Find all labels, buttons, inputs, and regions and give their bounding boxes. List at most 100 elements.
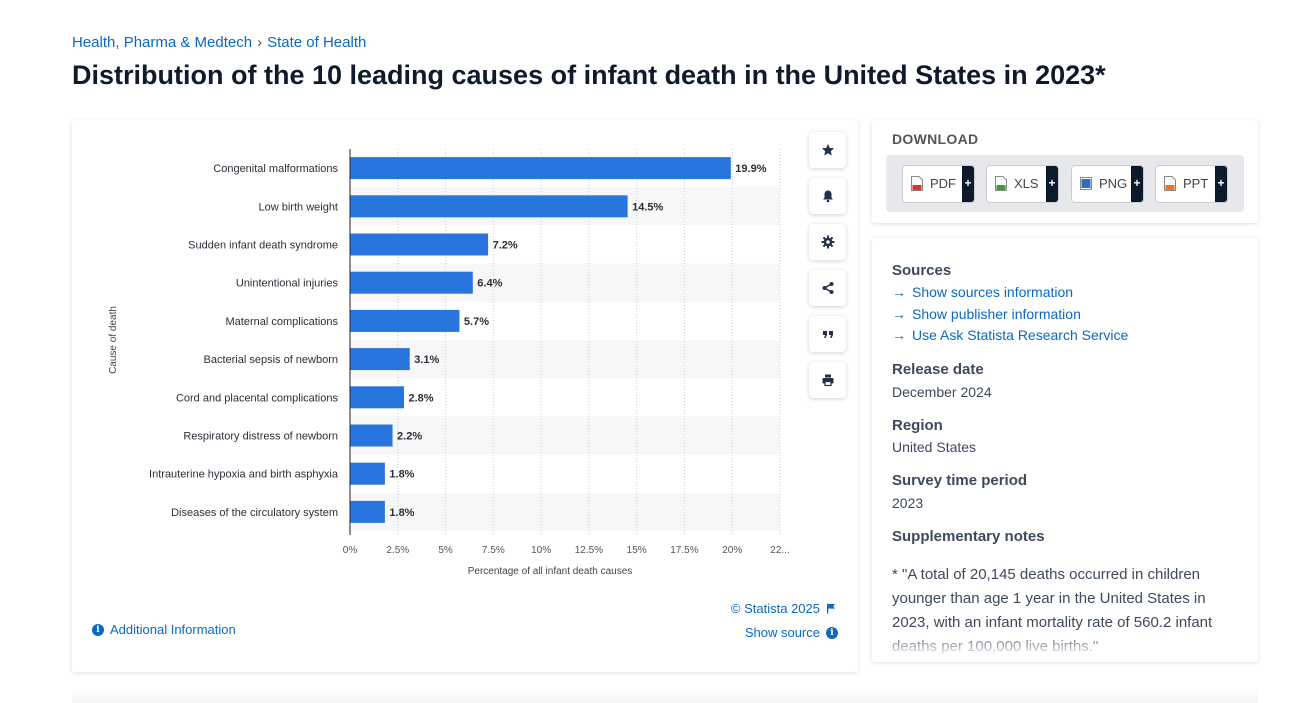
info-icon: i (92, 623, 104, 636)
category-label: Sudden infant death syndrome (188, 240, 338, 252)
category-label: Diseases of the circulatory system (171, 507, 338, 519)
x-tick-label: 12.5% (575, 545, 603, 556)
survey-period-heading: Survey time period (892, 472, 1028, 489)
bar (350, 271, 473, 294)
download-png-plus[interactable]: + (1131, 166, 1143, 202)
x-tick-label: 17.5% (670, 545, 698, 556)
category-label: Intrauterine hypoxia and birth asphyxia (149, 469, 339, 481)
sources-heading: Sources (892, 262, 952, 279)
notification-button[interactable] (809, 178, 846, 214)
breadcrumb-link-category[interactable]: Health, Pharma & Medtech (72, 34, 253, 51)
download-ppt-plus[interactable]: + (1215, 166, 1227, 202)
statistic-info-panel: Sources → Show sources information → Show … (872, 238, 1258, 662)
arrow-right-icon: → (892, 284, 906, 300)
category-label: Bacterial sepsis of newborn (203, 354, 338, 366)
x-tick-label: 10% (531, 545, 551, 556)
show-publisher-label: Show publisher information (912, 306, 1081, 322)
release-date-value: December 2024 (892, 384, 992, 400)
print-icon (822, 374, 833, 387)
pdf-file-icon (911, 176, 923, 191)
gear-icon (821, 235, 834, 249)
data-label: 3.1% (414, 354, 439, 366)
download-xls-plus[interactable]: + (1046, 166, 1058, 202)
download-panel: DOWNLOAD PDF + XLS + PNG + PPT + (872, 120, 1258, 223)
data-label: 1.8% (389, 507, 414, 519)
download-ppt-button[interactable]: PPT + (1155, 165, 1228, 203)
chart-card: Congenital malformations 19.9% Low birth w… (72, 120, 858, 672)
favorite-button[interactable] (809, 132, 846, 168)
ask-statista-link[interactable]: → Use Ask Statista Research Service (892, 327, 1128, 343)
data-label: 6.4% (477, 278, 502, 290)
bar (350, 195, 628, 218)
data-label: 2.2% (397, 431, 422, 443)
show-sources-label: Show sources information (912, 284, 1074, 300)
row-band (350, 492, 780, 531)
bar (350, 424, 393, 447)
bar (350, 462, 385, 485)
bell-icon (822, 190, 833, 203)
print-button[interactable] (809, 362, 846, 398)
download-xls-button[interactable]: XLS + (986, 165, 1059, 203)
region-heading: Region (892, 417, 943, 434)
show-source-link[interactable]: Show source i (745, 625, 838, 640)
bar-chart: Congenital malformations 19.9% Low birth w… (108, 149, 790, 577)
page-bottom-edge (72, 688, 1258, 703)
share-icon (822, 282, 833, 294)
show-source-label: Show source (744, 625, 820, 640)
row-band (350, 416, 780, 455)
png-file-icon (1080, 177, 1092, 190)
category-label: Unintentional injuries (236, 278, 339, 290)
data-label: 5.7% (464, 316, 489, 328)
ask-statista-label: Use Ask Statista Research Service (912, 327, 1129, 343)
breadcrumb-link-subcategory[interactable]: State of Health (267, 34, 367, 51)
data-label: 7.2% (493, 240, 518, 252)
category-label: Cord and placental complications (176, 392, 339, 404)
x-tick-label: 2.5% (386, 545, 409, 556)
notes-fade-overlay (872, 632, 1258, 662)
download-button-group: PDF + XLS + PNG + PPT + (886, 155, 1244, 212)
x-tick-label: 22... (770, 545, 789, 556)
arrow-right-icon: → (892, 327, 906, 343)
cite-button[interactable] (809, 316, 846, 352)
category-label: Low birth weight (259, 201, 339, 213)
data-label: 14.5% (632, 201, 663, 213)
bar (350, 348, 410, 371)
download-pdf-button[interactable]: PDF + (902, 165, 975, 203)
survey-period-value: 2023 (892, 495, 924, 511)
data-label: 19.9% (735, 163, 766, 175)
additional-information-label: Additional Information (110, 622, 236, 637)
additional-information-link[interactable]: i Additional Information (92, 622, 236, 637)
download-title: DOWNLOAD (892, 131, 979, 147)
download-ppt-label: PPT (1183, 176, 1209, 191)
category-label: Respiratory distress of newborn (183, 431, 338, 443)
show-sources-link[interactable]: → Show sources information (892, 284, 1073, 300)
x-tick-label: 7.5% (482, 545, 505, 556)
x-tick-label: 5% (438, 545, 453, 556)
region-value: United States (892, 439, 977, 455)
data-label: 2.8% (409, 392, 434, 404)
settings-button[interactable] (809, 224, 846, 260)
data-label: 1.8% (389, 469, 414, 481)
download-png-button[interactable]: PNG + (1071, 165, 1144, 203)
xls-file-icon (995, 176, 1007, 191)
category-label: Congenital malformations (213, 163, 338, 175)
ppt-file-icon (1164, 176, 1176, 191)
x-axis-title: Percentage of all infant death causes (468, 566, 633, 577)
x-tick-label: 20% (722, 545, 742, 556)
bar (350, 386, 405, 409)
bar (350, 309, 460, 332)
category-label: Maternal complications (226, 316, 339, 328)
show-publisher-link[interactable]: → Show publisher information (892, 306, 1081, 322)
download-pdf-plus[interactable]: + (962, 166, 974, 202)
flag-icon (827, 603, 835, 614)
breadcrumb: Health, Pharma & Medtech › State of Health (72, 34, 366, 51)
download-png-label: PNG (1099, 176, 1128, 191)
download-pdf-label: PDF (930, 176, 956, 191)
x-tick-label: 15% (627, 545, 647, 556)
y-axis-title: Cause of death (108, 306, 119, 374)
statista-copyright[interactable]: © Statista 2025 (731, 601, 836, 616)
breadcrumb-separator: › (257, 34, 263, 51)
arrow-right-icon: → (892, 306, 906, 322)
bar (350, 500, 385, 523)
share-button[interactable] (809, 270, 846, 306)
